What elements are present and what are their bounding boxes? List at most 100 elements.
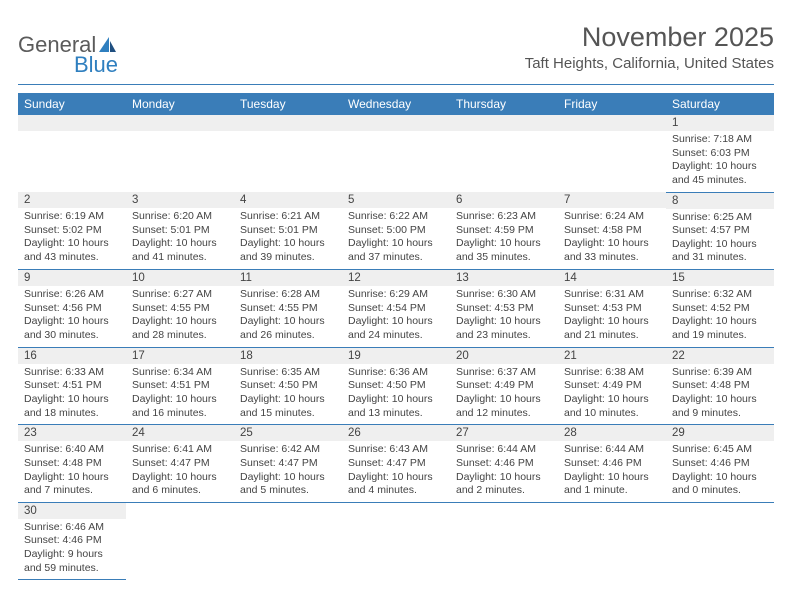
sunrise-text: Sunrise: 6:42 AM bbox=[240, 443, 336, 457]
sunset-text: Sunset: 6:03 PM bbox=[672, 147, 768, 161]
day-number: 24 bbox=[126, 425, 234, 441]
daylight-line2: and 7 minutes. bbox=[24, 484, 120, 498]
day-details: Sunrise: 6:31 AMSunset: 4:53 PMDaylight:… bbox=[558, 286, 666, 347]
daylight-line1: Daylight: 10 hours bbox=[348, 237, 444, 251]
empty-cell bbox=[558, 115, 666, 192]
day-details: Sunrise: 7:18 AMSunset: 6:03 PMDaylight:… bbox=[666, 131, 774, 192]
sunset-text: Sunset: 5:01 PM bbox=[132, 224, 228, 238]
day-number: 8 bbox=[666, 193, 774, 209]
sunrise-text: Sunrise: 6:37 AM bbox=[456, 366, 552, 380]
day-cell: 21Sunrise: 6:38 AMSunset: 4:49 PMDayligh… bbox=[558, 347, 666, 425]
daylight-line2: and 39 minutes. bbox=[240, 251, 336, 265]
daylight-line1: Daylight: 10 hours bbox=[132, 393, 228, 407]
daylight-line2: and 15 minutes. bbox=[240, 407, 336, 421]
daylight-line1: Daylight: 9 hours bbox=[24, 548, 120, 562]
day-number: 7 bbox=[558, 192, 666, 208]
daylight-line2: and 0 minutes. bbox=[672, 484, 768, 498]
empty-cell bbox=[666, 502, 774, 580]
day-cell: 13Sunrise: 6:30 AMSunset: 4:53 PMDayligh… bbox=[450, 270, 558, 348]
day-number: 12 bbox=[342, 270, 450, 286]
empty-daynum bbox=[342, 115, 450, 131]
day-details: Sunrise: 6:26 AMSunset: 4:56 PMDaylight:… bbox=[18, 286, 126, 347]
sunrise-text: Sunrise: 6:22 AM bbox=[348, 210, 444, 224]
day-cell: 10Sunrise: 6:27 AMSunset: 4:55 PMDayligh… bbox=[126, 270, 234, 348]
day-cell: 14Sunrise: 6:31 AMSunset: 4:53 PMDayligh… bbox=[558, 270, 666, 348]
sunrise-text: Sunrise: 6:36 AM bbox=[348, 366, 444, 380]
day-number: 21 bbox=[558, 348, 666, 364]
daylight-line2: and 31 minutes. bbox=[672, 251, 768, 265]
sunrise-text: Sunrise: 6:20 AM bbox=[132, 210, 228, 224]
logo-word-2: Blue bbox=[74, 52, 792, 78]
day-cell: 4Sunrise: 6:21 AMSunset: 5:01 PMDaylight… bbox=[234, 192, 342, 270]
day-details: Sunrise: 6:24 AMSunset: 4:58 PMDaylight:… bbox=[558, 208, 666, 269]
day-details: Sunrise: 6:44 AMSunset: 4:46 PMDaylight:… bbox=[450, 441, 558, 502]
sunrise-text: Sunrise: 6:30 AM bbox=[456, 288, 552, 302]
day-cell: 8Sunrise: 6:25 AMSunset: 4:57 PMDaylight… bbox=[666, 192, 774, 270]
sunrise-text: Sunrise: 6:40 AM bbox=[24, 443, 120, 457]
day-number: 28 bbox=[558, 425, 666, 441]
daylight-line2: and 4 minutes. bbox=[348, 484, 444, 498]
sunset-text: Sunset: 4:53 PM bbox=[456, 302, 552, 316]
day-number: 17 bbox=[126, 348, 234, 364]
daylight-line2: and 16 minutes. bbox=[132, 407, 228, 421]
sunrise-text: Sunrise: 6:19 AM bbox=[24, 210, 120, 224]
day-cell: 22Sunrise: 6:39 AMSunset: 4:48 PMDayligh… bbox=[666, 347, 774, 425]
empty-daynum bbox=[18, 115, 126, 131]
sunset-text: Sunset: 4:54 PM bbox=[348, 302, 444, 316]
day-details: Sunrise: 6:36 AMSunset: 4:50 PMDaylight:… bbox=[342, 364, 450, 425]
daylight-line1: Daylight: 10 hours bbox=[564, 393, 660, 407]
week-row: 1Sunrise: 7:18 AMSunset: 6:03 PMDaylight… bbox=[18, 115, 774, 192]
day-number: 9 bbox=[18, 270, 126, 286]
day-number: 2 bbox=[18, 192, 126, 208]
day-details: Sunrise: 6:35 AMSunset: 4:50 PMDaylight:… bbox=[234, 364, 342, 425]
sunset-text: Sunset: 5:01 PM bbox=[240, 224, 336, 238]
daylight-line1: Daylight: 10 hours bbox=[348, 315, 444, 329]
daylight-line1: Daylight: 10 hours bbox=[240, 393, 336, 407]
sunrise-text: Sunrise: 6:25 AM bbox=[672, 211, 768, 225]
title-rule bbox=[18, 84, 774, 85]
day-details: Sunrise: 6:44 AMSunset: 4:46 PMDaylight:… bbox=[558, 441, 666, 502]
day-details: Sunrise: 6:21 AMSunset: 5:01 PMDaylight:… bbox=[234, 208, 342, 269]
week-row: 9Sunrise: 6:26 AMSunset: 4:56 PMDaylight… bbox=[18, 270, 774, 348]
daylight-line1: Daylight: 10 hours bbox=[672, 160, 768, 174]
day-cell: 24Sunrise: 6:41 AMSunset: 4:47 PMDayligh… bbox=[126, 425, 234, 503]
day-cell: 27Sunrise: 6:44 AMSunset: 4:46 PMDayligh… bbox=[450, 425, 558, 503]
day-details: Sunrise: 6:45 AMSunset: 4:46 PMDaylight:… bbox=[666, 441, 774, 502]
sunrise-text: Sunrise: 6:31 AM bbox=[564, 288, 660, 302]
week-row: 23Sunrise: 6:40 AMSunset: 4:48 PMDayligh… bbox=[18, 425, 774, 503]
day-cell: 17Sunrise: 6:34 AMSunset: 4:51 PMDayligh… bbox=[126, 347, 234, 425]
sunrise-text: Sunrise: 6:23 AM bbox=[456, 210, 552, 224]
weekday-header: Monday bbox=[126, 93, 234, 115]
sunset-text: Sunset: 4:58 PM bbox=[564, 224, 660, 238]
daylight-line2: and 18 minutes. bbox=[24, 407, 120, 421]
sunrise-text: Sunrise: 6:41 AM bbox=[132, 443, 228, 457]
day-cell: 3Sunrise: 6:20 AMSunset: 5:01 PMDaylight… bbox=[126, 192, 234, 270]
daylight-line2: and 41 minutes. bbox=[132, 251, 228, 265]
day-details: Sunrise: 6:30 AMSunset: 4:53 PMDaylight:… bbox=[450, 286, 558, 347]
weekday-header: Friday bbox=[558, 93, 666, 115]
sunrise-text: Sunrise: 6:44 AM bbox=[564, 443, 660, 457]
daylight-line2: and 33 minutes. bbox=[564, 251, 660, 265]
empty-cell bbox=[234, 115, 342, 192]
day-cell: 7Sunrise: 6:24 AMSunset: 4:58 PMDaylight… bbox=[558, 192, 666, 270]
sunrise-text: Sunrise: 6:27 AM bbox=[132, 288, 228, 302]
day-details: Sunrise: 6:23 AMSunset: 4:59 PMDaylight:… bbox=[450, 208, 558, 269]
daylight-line1: Daylight: 10 hours bbox=[456, 471, 552, 485]
sunset-text: Sunset: 4:47 PM bbox=[348, 457, 444, 471]
sunset-text: Sunset: 4:47 PM bbox=[240, 457, 336, 471]
sunset-text: Sunset: 4:46 PM bbox=[456, 457, 552, 471]
day-details: Sunrise: 6:20 AMSunset: 5:01 PMDaylight:… bbox=[126, 208, 234, 269]
day-number: 6 bbox=[450, 192, 558, 208]
day-number: 5 bbox=[342, 192, 450, 208]
day-number: 14 bbox=[558, 270, 666, 286]
day-number: 23 bbox=[18, 425, 126, 441]
day-cell: 19Sunrise: 6:36 AMSunset: 4:50 PMDayligh… bbox=[342, 347, 450, 425]
empty-cell bbox=[342, 502, 450, 580]
daylight-line1: Daylight: 10 hours bbox=[132, 471, 228, 485]
day-details: Sunrise: 6:33 AMSunset: 4:51 PMDaylight:… bbox=[18, 364, 126, 425]
daylight-line2: and 13 minutes. bbox=[348, 407, 444, 421]
day-details: Sunrise: 6:38 AMSunset: 4:49 PMDaylight:… bbox=[558, 364, 666, 425]
day-details: Sunrise: 6:39 AMSunset: 4:48 PMDaylight:… bbox=[666, 364, 774, 425]
day-number: 27 bbox=[450, 425, 558, 441]
day-cell: 5Sunrise: 6:22 AMSunset: 5:00 PMDaylight… bbox=[342, 192, 450, 270]
